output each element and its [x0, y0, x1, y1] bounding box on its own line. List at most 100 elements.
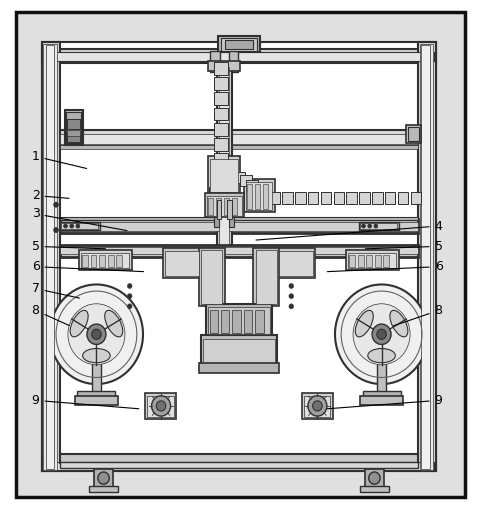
Bar [67, 130, 80, 135]
Bar [65, 110, 83, 145]
Bar [408, 127, 419, 141]
Bar [229, 217, 234, 227]
Bar [213, 180, 225, 191]
Bar [214, 77, 228, 90]
Bar [42, 42, 436, 472]
Circle shape [54, 227, 58, 233]
Bar [304, 396, 330, 417]
Bar [282, 193, 293, 204]
Bar [42, 42, 60, 472]
Circle shape [289, 304, 293, 309]
Bar [347, 250, 399, 270]
Bar [210, 159, 238, 192]
Bar [219, 175, 231, 186]
Bar [255, 310, 264, 333]
Circle shape [127, 284, 132, 289]
Circle shape [353, 304, 410, 365]
Bar [60, 217, 418, 220]
Bar [60, 145, 418, 149]
Bar [411, 193, 421, 204]
Circle shape [152, 396, 171, 416]
Bar [270, 193, 280, 204]
Bar [214, 123, 228, 135]
Circle shape [70, 224, 74, 228]
Bar [43, 44, 56, 470]
Bar [377, 342, 386, 396]
Bar [214, 153, 228, 166]
Bar [198, 363, 280, 374]
Bar [45, 45, 54, 469]
Bar [334, 193, 344, 204]
Text: 7: 7 [32, 282, 79, 298]
Bar [219, 67, 229, 244]
Bar [359, 193, 369, 204]
Bar [406, 125, 421, 143]
Bar [99, 256, 105, 267]
Bar [255, 184, 261, 209]
Bar [347, 193, 357, 204]
Bar [221, 38, 257, 51]
Bar [221, 310, 229, 333]
Bar [91, 256, 97, 267]
Text: 9: 9 [327, 394, 443, 409]
Bar [60, 222, 100, 229]
Bar [203, 339, 275, 362]
Circle shape [87, 324, 106, 344]
Bar [60, 133, 418, 144]
Bar [359, 222, 399, 229]
Bar [208, 195, 220, 206]
Bar [279, 251, 313, 276]
Bar [214, 217, 219, 227]
Bar [253, 248, 280, 306]
Bar [362, 391, 401, 399]
Bar [360, 396, 403, 405]
Bar [277, 248, 315, 278]
Bar [208, 61, 240, 71]
Circle shape [374, 224, 378, 228]
Bar [375, 256, 380, 267]
Bar [214, 108, 228, 120]
Bar [226, 172, 238, 183]
Bar [81, 253, 129, 268]
Bar [92, 342, 101, 396]
Circle shape [76, 224, 80, 228]
Circle shape [335, 285, 428, 384]
Circle shape [289, 294, 293, 299]
Bar [225, 40, 253, 49]
Bar [60, 222, 418, 230]
Text: 8: 8 [394, 304, 443, 326]
Bar [108, 256, 114, 267]
Bar [228, 51, 238, 72]
Circle shape [377, 329, 386, 339]
Ellipse shape [70, 310, 88, 337]
Bar [321, 193, 331, 204]
Bar [67, 132, 80, 142]
Text: 2: 2 [32, 189, 69, 202]
Bar [60, 219, 418, 233]
Bar [60, 454, 418, 463]
Bar [246, 182, 272, 210]
Bar [60, 245, 418, 257]
Bar [216, 198, 221, 215]
Bar [349, 256, 355, 267]
Bar [208, 198, 213, 215]
Ellipse shape [83, 349, 110, 363]
Text: 6: 6 [32, 260, 143, 273]
Bar [244, 179, 275, 212]
Bar [256, 250, 277, 304]
Text: 5: 5 [32, 240, 106, 253]
Bar [89, 486, 118, 492]
Bar [214, 92, 228, 105]
Bar [206, 304, 272, 337]
Bar [385, 193, 395, 204]
Bar [308, 193, 318, 204]
Bar [358, 256, 363, 267]
Bar [224, 198, 229, 215]
Text: 1: 1 [32, 150, 87, 169]
Bar [60, 247, 418, 254]
Bar [247, 184, 252, 209]
Circle shape [54, 202, 58, 207]
Bar [208, 307, 270, 334]
Bar [116, 256, 122, 267]
Bar [210, 51, 220, 72]
